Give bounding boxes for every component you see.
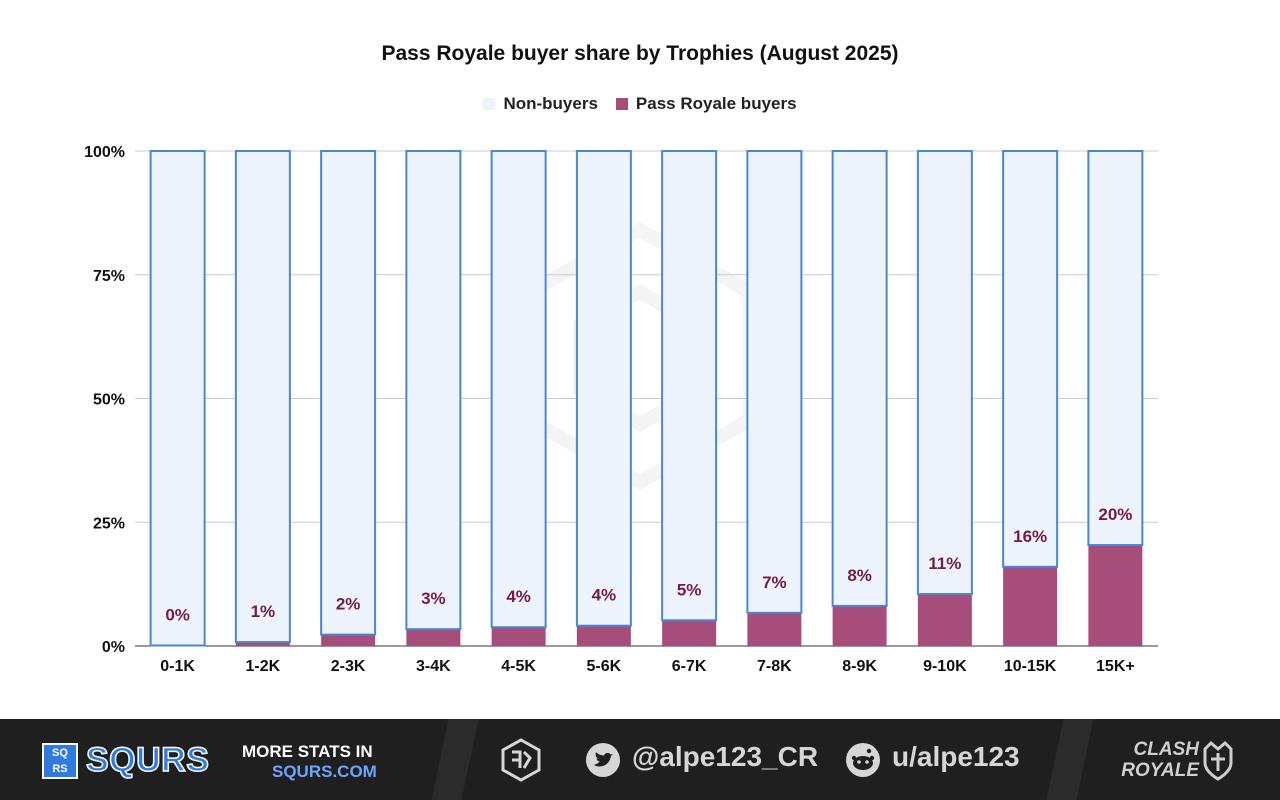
data-label: 3% [421,589,446,608]
data-label: 4% [592,586,617,605]
bar-buyers [747,612,802,646]
crown-shield-icon [1203,740,1233,781]
x-tick-label: 6-7K [672,658,707,675]
clash-royale-logo-text: CLASH ROYALE [1121,739,1199,781]
x-tick-label: 0-1K [160,658,195,675]
monogram-icon [501,738,541,782]
legend-item-buyers: Pass Royale buyers [615,94,797,114]
y-tick-label: 75% [93,268,125,285]
bar-non-buyers [746,150,803,614]
bar-buyers [321,634,376,646]
bar-buyers [235,642,290,646]
x-tick-label: 8-9K [842,658,877,675]
bar-buyers [662,620,717,646]
legend-label-non-buyers: Non-buyers [503,94,598,113]
squrs-brand-text: SQURS [85,740,210,780]
bar-buyers [406,629,461,646]
legend-item-non-buyers: Non-buyers [483,94,598,114]
twitter-handle[interactable]: @alpe123_CR [632,741,819,772]
bar-non-buyers [916,150,973,596]
legend-label-buyers: Pass Royale buyers [635,94,797,113]
x-tick-label: 2-3K [331,658,366,675]
x-tick-label: 3-4K [416,658,451,675]
more-stats-line1: MORE STATS IN [242,742,373,761]
squrs-box-letters-top: SQ [52,746,68,759]
x-tick-label: 9-10K [923,658,967,675]
bar-non-buyers [831,150,888,607]
reddit-icon[interactable] [845,742,881,778]
x-tick-label: 5-6K [587,658,622,675]
bar-buyers [491,627,546,646]
footer-divider [1046,719,1094,800]
y-tick-label: 50% [93,392,125,409]
footer-divider [431,719,479,800]
reddit-handle[interactable]: u/alpe123 [892,741,1020,772]
y-tick-label: 25% [93,515,125,532]
bar-buyers [576,625,631,646]
data-label: 5% [677,580,702,599]
y-tick-label: 0% [102,639,125,656]
y-tick-label: 100% [84,144,125,161]
bar-non-buyers [149,150,206,647]
x-tick-label: 10-15K [1004,658,1057,675]
footer: SQ RS SQURS [0,719,1280,800]
legend: Non-buyers Pass Royale buyers [0,94,1280,114]
squrs-box-icon: SQ RS [42,742,78,779]
legend-swatch-non-buyers [483,98,496,110]
bar-non-buyers [320,150,377,636]
squrs-box-letters-bottom: RS [52,762,68,775]
data-label: 7% [762,573,787,592]
x-tick-label: 1-2K [246,658,281,675]
bar-non-buyers [234,150,291,644]
bar-non-buyers [1002,150,1059,568]
bar-buyers [832,605,887,646]
data-label: 4% [506,587,531,606]
data-label: 2% [336,595,361,614]
squrs-logo-icon[interactable]: SQ RS SQURS [42,740,210,780]
data-label: 1% [251,602,276,621]
bar-buyers [917,594,972,646]
bar-buyers [1088,545,1143,646]
bar-non-buyers [490,150,547,629]
x-tick-label: 4-5K [501,658,536,675]
data-label: 11% [928,554,961,573]
x-tick-label: 7-8K [757,658,792,675]
data-label: 8% [847,566,872,585]
bar-non-buyers [661,150,718,622]
chart-title: Pass Royale buyer share by Trophies (Aug… [381,42,899,65]
legend-swatch-buyers [615,98,628,110]
bar-non-buyers [575,150,632,627]
chart-plot: 0% 25% 50% 75% 100% 0% 0-1K 1% 1-2K 2% 2-3K 3% 3-4K… [84,144,1158,675]
more-stats-link[interactable]: MORE STATS IN SQURS.COM [242,742,377,782]
bar-buyers [1003,566,1058,646]
data-label: 0% [165,606,190,625]
twitter-icon[interactable] [585,742,621,778]
data-label: 20% [1098,505,1132,524]
data-label: 16% [1013,527,1047,546]
bar-non-buyers [1087,150,1144,547]
clash-royale-logo-icon: CLASH ROYALE [1115,737,1240,783]
x-tick-label: 15K+ [1096,658,1135,675]
bar-non-buyers [405,150,462,631]
more-stats-line2: SQURS.COM [272,762,377,781]
